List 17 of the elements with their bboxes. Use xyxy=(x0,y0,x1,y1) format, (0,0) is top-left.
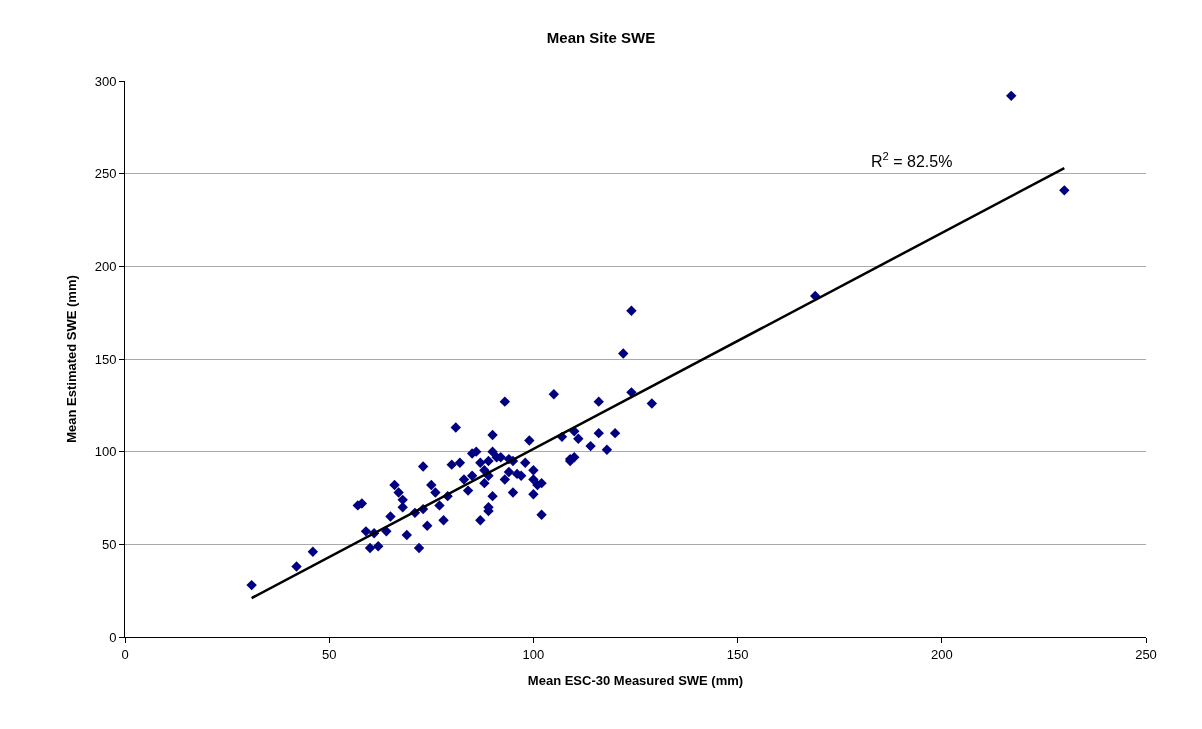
x-tick-label: 50 xyxy=(321,646,337,662)
x-tick-label: 150 xyxy=(726,646,749,662)
y-tick-label: 0 xyxy=(109,629,117,645)
annotation: R$^{2}$ = 82.5% xyxy=(871,150,953,170)
x-tick-label: 250 xyxy=(1135,646,1157,662)
y-axis-title: Mean Estimated SWE (mm) xyxy=(63,275,79,443)
x-tick-label: 0 xyxy=(121,646,129,662)
y-tick-label: 150 xyxy=(94,351,117,367)
x-tick-label: 200 xyxy=(930,646,953,662)
y-tick-label: 250 xyxy=(94,166,117,182)
y-tick-label: 100 xyxy=(94,444,117,460)
y-tick-label: 300 xyxy=(94,73,117,89)
x-axis-title: Mean ESC-30 Measured SWE (mm) xyxy=(527,673,744,689)
y-tick-label: 50 xyxy=(101,536,117,552)
y-tick-label: 200 xyxy=(94,258,117,274)
x-tick-label: 100 xyxy=(522,646,545,662)
chart-title: Mean Site SWE xyxy=(546,29,656,47)
